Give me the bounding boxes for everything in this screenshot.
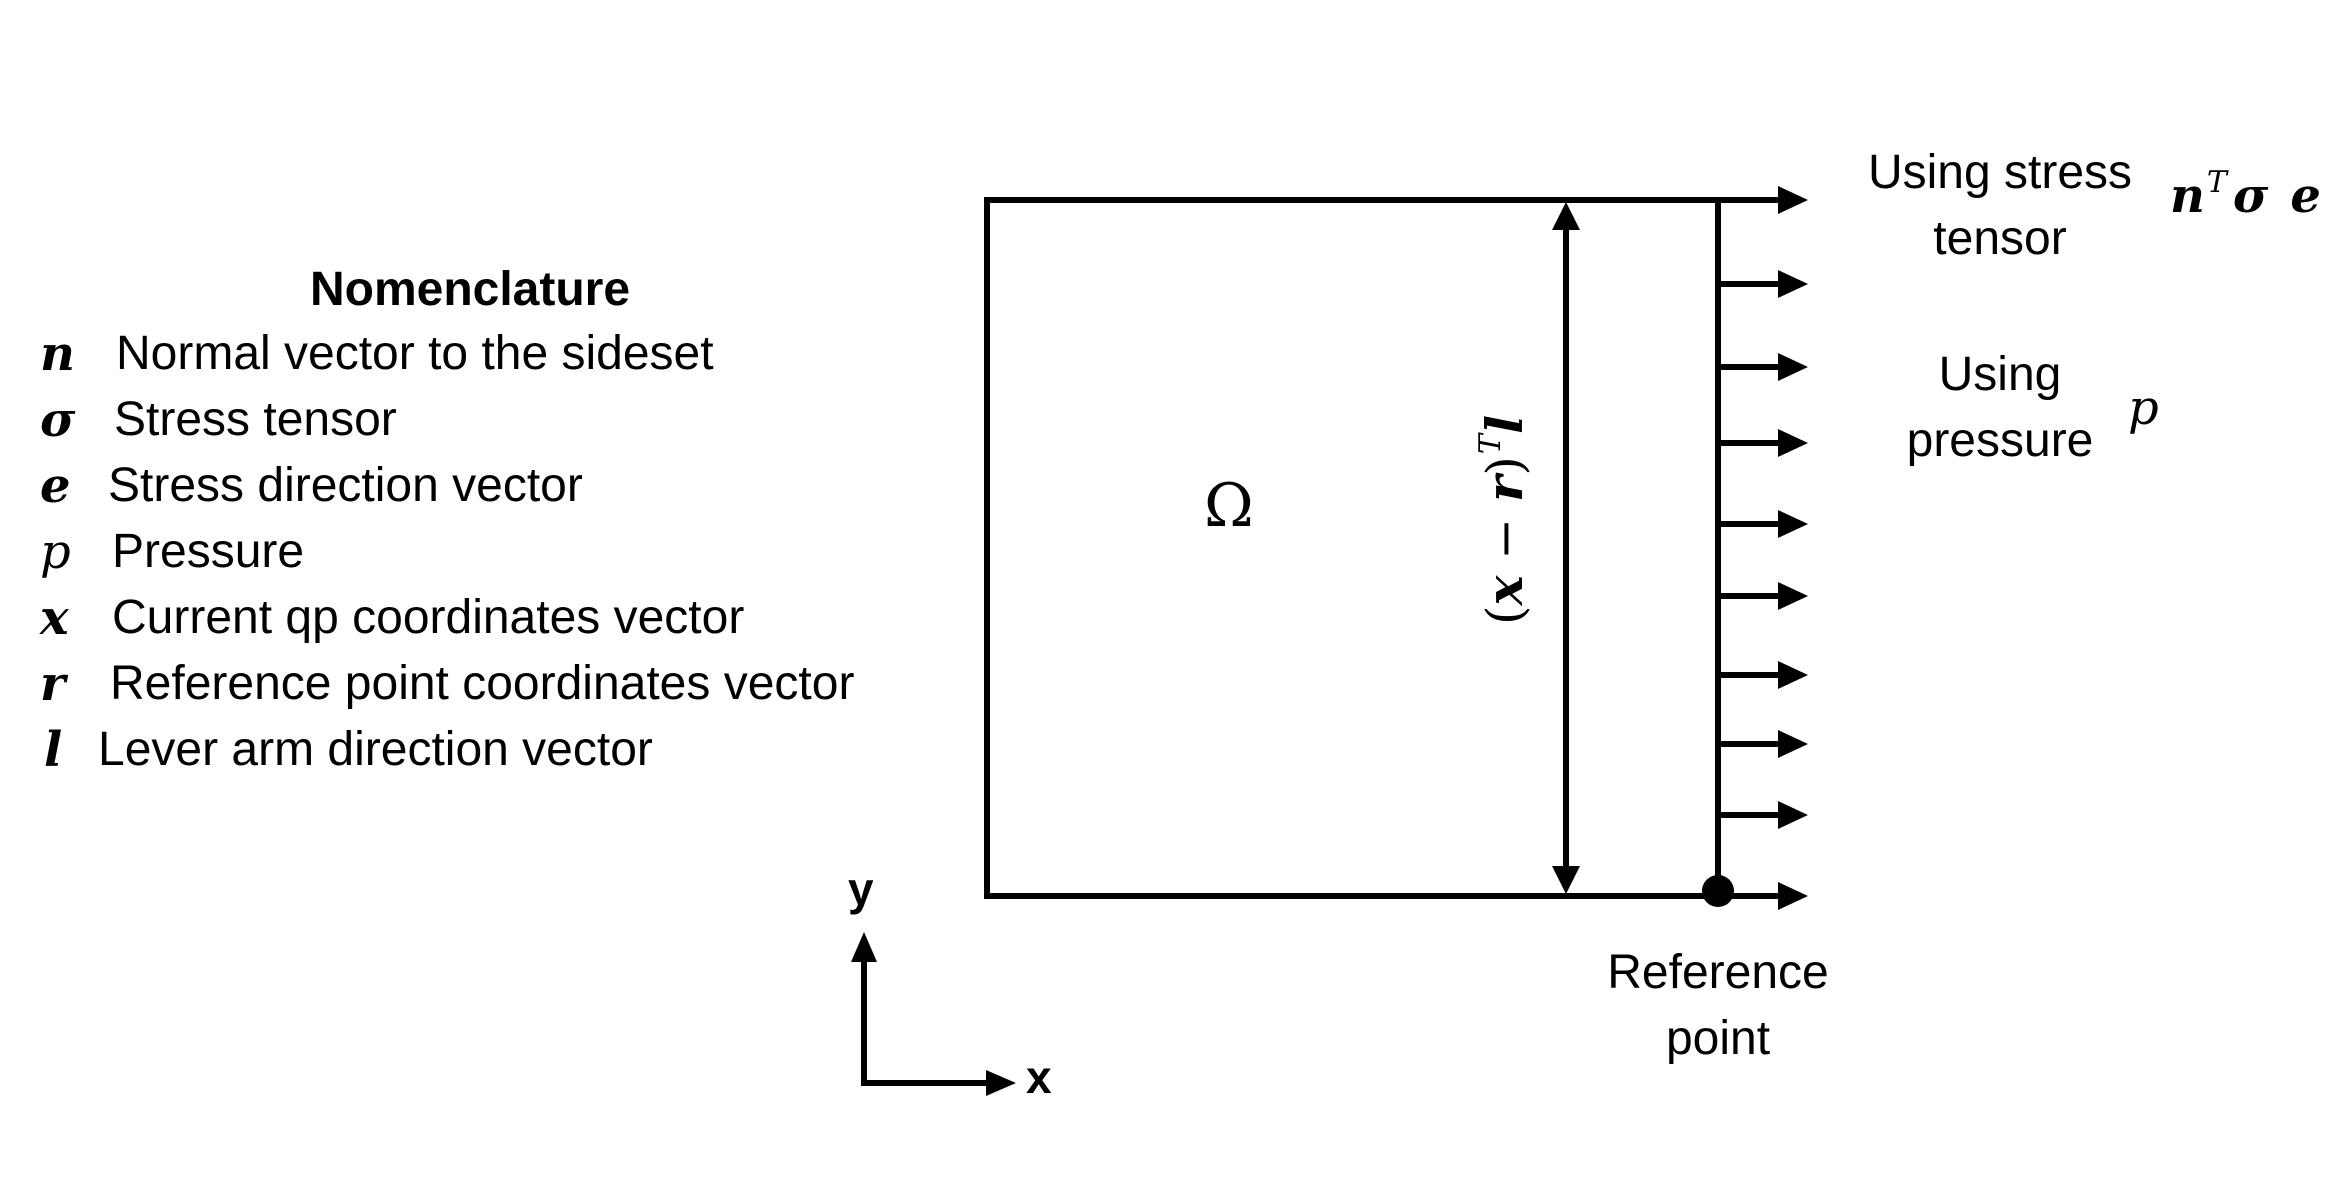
domain-box (984, 197, 1718, 899)
nomenclature-item-label: Normal vector to the sideset (116, 327, 714, 380)
stress-formula: nT σ e (2170, 168, 2321, 221)
reference-line1: Reference (1607, 946, 1829, 999)
stress-note-line1: Using stress (1867, 146, 2133, 199)
coordinate-axes (851, 932, 1016, 1096)
symbol-e: e (40, 458, 71, 514)
domain-label: Ω (1204, 471, 1254, 541)
lever-close-paren: ) (1476, 456, 1534, 476)
symbol-p: p (40, 524, 71, 580)
lever-arm-arrow (1552, 202, 1580, 894)
formula-sigma: σ (2232, 168, 2269, 224)
nomenclature-item-label: Stress direction vector (108, 459, 583, 512)
load-arrows (1718, 270, 1808, 829)
lever-r: r (1475, 475, 1534, 502)
symbol-r: r (40, 656, 66, 712)
lever-l: l (1475, 415, 1534, 435)
pressure-note: Using pressure (1860, 342, 2140, 474)
top-edge-arrowhead (1778, 186, 1808, 214)
reference-line2: point (1665, 1012, 1771, 1065)
pressure-note-line2: pressure (1906, 414, 2094, 467)
y-axis-label: y (848, 863, 874, 915)
lever-transpose: T (1473, 434, 1508, 455)
symbol-x: x (40, 590, 69, 646)
x-axis-label: x (1026, 1051, 1052, 1103)
stress-note-line2: tensor (1933, 212, 2067, 265)
formula-e: e (2290, 168, 2321, 224)
reference-point-label: Reference point (1568, 940, 1868, 1072)
nomenclature-item-label: Stress tensor (114, 393, 397, 446)
bottom-edge-arrowhead (1778, 882, 1808, 910)
nomenclature-item-label: Lever arm direction vector (98, 723, 653, 776)
lever-open-paren: ( (1476, 605, 1534, 625)
formula-transpose: T (2206, 165, 2227, 200)
reference-point-dot (1702, 875, 1734, 907)
pressure-symbol: p (2128, 380, 2159, 436)
nomenclature-item-label: Pressure (112, 525, 305, 578)
nomenclature-item-label: Reference point coordinates vector (110, 657, 855, 710)
symbol-n: n (40, 326, 75, 382)
lever-minus: − (1476, 501, 1534, 576)
formula-n: n (2170, 168, 2205, 224)
pressure-note-line1: Using (1938, 348, 2062, 401)
nomenclature-item-label: Current qp coordinates vector (112, 591, 745, 644)
lever-x: x (1475, 575, 1534, 606)
symbol-l: l (44, 722, 63, 778)
stress-tensor-note: Using stress tensor (1850, 140, 2150, 272)
symbol-sigma: σ (40, 392, 76, 448)
nomenclature-title: Nomenclature (309, 263, 631, 316)
